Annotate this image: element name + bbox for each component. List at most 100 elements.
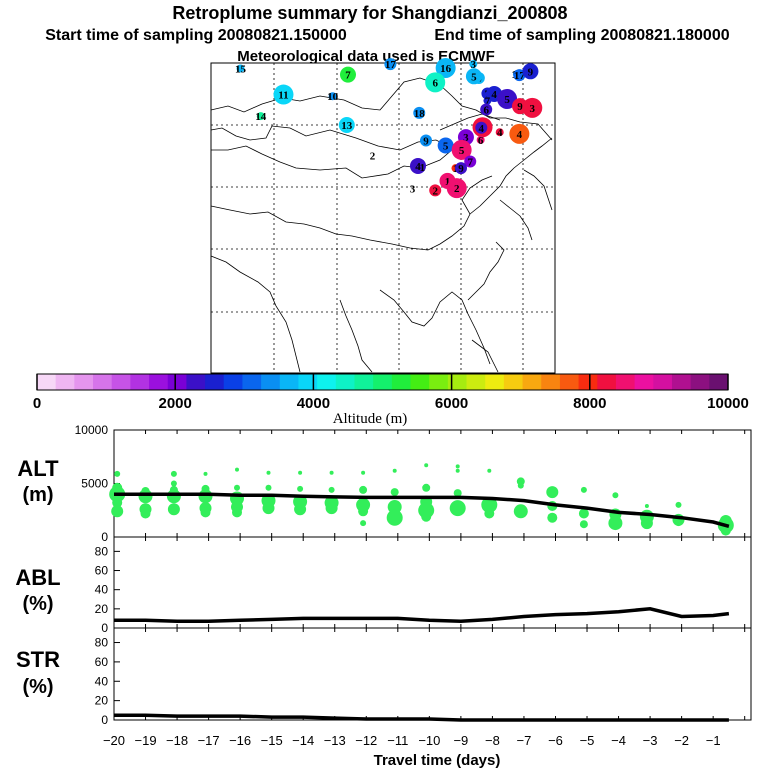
plume-marker-label: 4 bbox=[497, 127, 503, 139]
plume-marker bbox=[410, 157, 427, 174]
alt-scatter-point bbox=[675, 501, 682, 508]
x-tick-label: −18 bbox=[166, 733, 188, 748]
plume-marker-label: 7 bbox=[467, 157, 473, 169]
alt-scatter-point bbox=[675, 520, 682, 527]
colorbar-swatch bbox=[335, 374, 355, 390]
x-tick-label: −20 bbox=[103, 733, 125, 748]
str-ytick-label: 40 bbox=[95, 674, 109, 688]
map-plume-markers: 1517716365618179111074576931418132443469… bbox=[235, 57, 543, 199]
alt-scatter-point bbox=[358, 506, 369, 517]
colorbar-swatch bbox=[671, 374, 692, 390]
alt-scatter-point bbox=[387, 500, 402, 514]
alt-scatter-point bbox=[481, 496, 498, 513]
plume-marker-label: 6 bbox=[432, 77, 438, 89]
str-unit: (%) bbox=[22, 676, 53, 698]
plume-marker-label: 7 bbox=[345, 70, 351, 82]
plume-marker bbox=[413, 106, 426, 119]
abl-ytick-label: 60 bbox=[95, 564, 109, 578]
colorbar-swatch bbox=[578, 374, 598, 390]
plume-marker-label: 4 bbox=[415, 161, 421, 173]
plume-marker bbox=[476, 135, 485, 144]
alt-scatter-point bbox=[140, 508, 151, 519]
colorbar-swatch bbox=[410, 374, 430, 390]
str-ytick-label: 80 bbox=[95, 636, 109, 650]
alt-scatter-point bbox=[112, 497, 123, 508]
plume-marker bbox=[475, 121, 488, 134]
plume-marker bbox=[420, 134, 432, 147]
colorbar-swatch bbox=[37, 374, 57, 390]
colorbar-swatch bbox=[597, 374, 617, 390]
plume-marker-label: 2 bbox=[370, 150, 376, 162]
plume-marker-label: 16 bbox=[440, 63, 452, 75]
colorbar-swatch bbox=[111, 374, 131, 390]
plume-marker-label: 9 bbox=[458, 163, 464, 175]
alt-scatter-point bbox=[422, 483, 431, 492]
plume-marker-label: 4 bbox=[491, 89, 497, 101]
start-time-label: Start time of sampling 20080821.150000 bbox=[45, 27, 347, 44]
colorbar-swatch bbox=[186, 374, 206, 390]
x-tick-label: −10 bbox=[418, 733, 440, 748]
alt-scatter-point bbox=[325, 502, 338, 515]
x-tick-label: −12 bbox=[355, 733, 377, 748]
colorbar-tick-label: 6000 bbox=[435, 395, 468, 412]
plume-marker bbox=[236, 64, 245, 73]
plume-marker-label: 5 bbox=[443, 140, 449, 152]
x-tick-label: −6 bbox=[548, 733, 563, 748]
colorbar-swatch bbox=[149, 374, 169, 390]
x-tick-label: −1 bbox=[706, 733, 721, 748]
alt-scatter-point bbox=[390, 488, 399, 497]
alt-scatter-point bbox=[640, 517, 653, 530]
str-frame bbox=[113, 627, 752, 721]
colorbar-tick-label: 4000 bbox=[297, 395, 330, 412]
plume-marker-label: 2 bbox=[432, 185, 438, 197]
colorbar-swatch bbox=[74, 374, 94, 390]
alt-panel: 0 5000 10000 bbox=[75, 423, 752, 544]
alt-scatter-point bbox=[484, 508, 495, 519]
colorbar-swatch bbox=[690, 374, 710, 390]
plume-marker-label: 9 bbox=[528, 66, 534, 78]
plume-marker-label: 14 bbox=[255, 111, 267, 123]
x-tick-label: −16 bbox=[229, 733, 251, 748]
plume-marker bbox=[464, 155, 477, 168]
plume-marker bbox=[339, 66, 356, 83]
colorbar-swatch bbox=[541, 374, 561, 390]
alt-scatter-point bbox=[298, 470, 303, 475]
plume-marker bbox=[483, 96, 492, 105]
plume-marker bbox=[495, 128, 504, 137]
alt-scatter-point bbox=[612, 492, 619, 499]
end-time-label: End time of sampling 20080821.180000 bbox=[434, 27, 729, 44]
abl-ytick-label: 40 bbox=[95, 583, 109, 597]
str-ytick-label: 60 bbox=[95, 655, 109, 669]
map-coastlines bbox=[210, 77, 553, 373]
abl-ytick-label: 80 bbox=[95, 544, 109, 558]
plume-marker bbox=[509, 123, 530, 144]
colorbar-swatch bbox=[522, 374, 542, 390]
plume-marker-label: 17 bbox=[514, 70, 526, 82]
alt-scatter-point bbox=[294, 503, 307, 516]
plume-marker-label: 11 bbox=[278, 90, 288, 102]
plume-marker bbox=[497, 88, 518, 109]
alt-frame bbox=[113, 429, 752, 538]
str-panel: 0 20 40 60 80 bbox=[95, 627, 752, 727]
abl-unit: (%) bbox=[22, 593, 53, 615]
colorbar-swatch bbox=[279, 374, 299, 390]
colorbar-swatch bbox=[354, 374, 374, 390]
alt-scatter-point bbox=[265, 484, 272, 491]
abl-frame bbox=[113, 536, 752, 629]
plume-marker-label: 7 bbox=[485, 96, 491, 108]
alt-scatter-point bbox=[200, 507, 211, 518]
colorbar-swatch bbox=[634, 374, 654, 390]
alt-scatter-point bbox=[232, 507, 242, 518]
colorbar-swatch bbox=[317, 374, 337, 390]
colorbar-label: Altitude (m) bbox=[333, 411, 408, 427]
alt-scatter-point bbox=[361, 470, 366, 475]
abl-ytick-label: 0 bbox=[101, 621, 108, 635]
plume-marker bbox=[273, 84, 294, 105]
str-ytick-label: 0 bbox=[101, 713, 108, 727]
plume-marker bbox=[384, 58, 397, 71]
colorbar-swatch bbox=[466, 374, 486, 390]
alt-scatter-point bbox=[720, 525, 731, 536]
plume-marker-label: 5 bbox=[504, 94, 510, 106]
plume-marker-label: 4 bbox=[479, 123, 485, 135]
alt-scatter-point bbox=[329, 470, 334, 475]
